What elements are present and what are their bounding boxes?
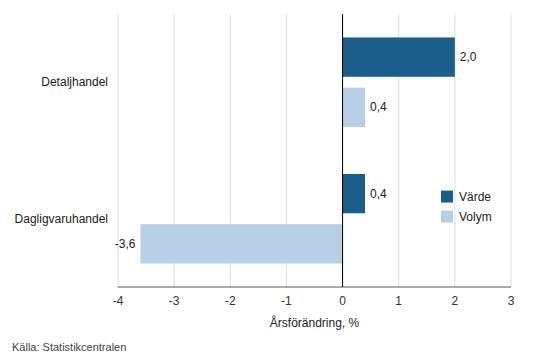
data-label: 0,4	[370, 187, 387, 201]
x-axis-label: Årsförändring, %	[270, 315, 360, 330]
category-label: Detaljhandel	[41, 75, 108, 89]
data-label: -3,6	[115, 237, 136, 251]
tick-label: 0	[339, 294, 346, 308]
x-axis-line	[118, 287, 511, 288]
source-note: Källa: Statistikcentralen	[12, 341, 126, 353]
bar	[343, 88, 365, 127]
grid	[118, 14, 511, 287]
legend-swatch	[441, 211, 453, 223]
grid-line	[511, 14, 512, 287]
legend-label: Volym	[459, 210, 492, 224]
chart-container: -4 -3 -2 -1 0 1 2 3 2,0 0,4 0,4 -3,6 Detaljhandel Dag…	[0, 0, 533, 359]
tick-label: -2	[225, 294, 236, 308]
zero-line	[342, 14, 343, 287]
bar	[343, 174, 365, 213]
bar	[343, 37, 455, 76]
bars	[140, 37, 454, 263]
tick-label: -4	[113, 294, 124, 308]
tick-label: -1	[281, 294, 292, 308]
tick-label: 2	[452, 294, 459, 308]
legend-label: Värde	[459, 190, 491, 204]
tick-label: 1	[395, 294, 402, 308]
tick-label: -3	[169, 294, 180, 308]
legend: Värde Volym	[441, 190, 492, 224]
tick-label: 3	[508, 294, 515, 308]
grid-line	[342, 14, 343, 287]
chart: -4 -3 -2 -1 0 1 2 3 2,0 0,4 0,4 -3,6 Detaljhandel Dag…	[0, 0, 533, 359]
data-label: 0,4	[370, 100, 387, 114]
category-label: Dagligvaruhandel	[15, 212, 108, 226]
data-labels: 2,0 0,4 0,4 -3,6	[115, 50, 477, 251]
data-label: 2,0	[460, 50, 477, 64]
bar	[140, 224, 342, 263]
legend-swatch	[441, 191, 453, 203]
